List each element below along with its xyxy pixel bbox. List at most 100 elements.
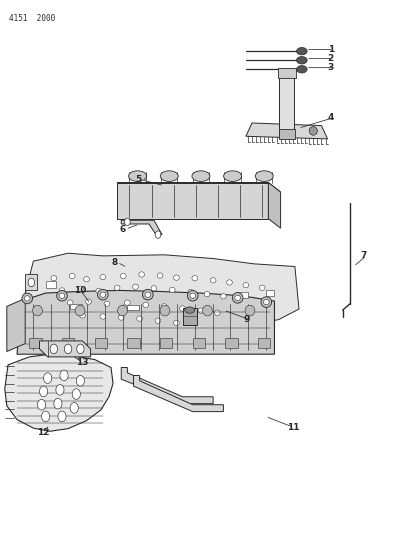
Ellipse shape (191, 171, 209, 181)
Ellipse shape (43, 373, 52, 383)
Ellipse shape (223, 171, 241, 181)
Ellipse shape (137, 316, 142, 321)
Text: 11: 11 (286, 423, 299, 432)
Ellipse shape (75, 305, 85, 316)
Ellipse shape (296, 47, 306, 55)
Ellipse shape (210, 278, 216, 283)
Polygon shape (121, 368, 213, 403)
Ellipse shape (220, 294, 226, 299)
Bar (127, 338, 139, 348)
Text: 9: 9 (243, 315, 249, 324)
Bar (127, 305, 139, 310)
Ellipse shape (24, 296, 30, 301)
Ellipse shape (261, 297, 271, 308)
Ellipse shape (155, 231, 160, 238)
Ellipse shape (56, 290, 67, 301)
Ellipse shape (100, 292, 106, 297)
Ellipse shape (96, 288, 101, 294)
Bar (277, 68, 295, 78)
Ellipse shape (79, 313, 85, 318)
Ellipse shape (124, 300, 130, 305)
Ellipse shape (118, 315, 124, 320)
Ellipse shape (144, 292, 150, 297)
Ellipse shape (28, 278, 34, 287)
Ellipse shape (76, 344, 84, 354)
Text: 4151  2000: 4151 2000 (9, 14, 55, 23)
Ellipse shape (139, 272, 144, 277)
Ellipse shape (173, 275, 179, 280)
Bar (25, 274, 37, 290)
Ellipse shape (187, 290, 198, 301)
Ellipse shape (64, 344, 72, 354)
Ellipse shape (259, 285, 265, 290)
Ellipse shape (198, 308, 203, 313)
Ellipse shape (120, 273, 126, 279)
Text: 3: 3 (327, 63, 333, 72)
Text: 8: 8 (111, 258, 117, 266)
Ellipse shape (58, 411, 66, 422)
Text: 7: 7 (360, 252, 366, 260)
Ellipse shape (202, 305, 212, 316)
Text: 10: 10 (74, 286, 86, 295)
Ellipse shape (255, 171, 272, 181)
Ellipse shape (114, 285, 120, 290)
Ellipse shape (263, 300, 268, 305)
Polygon shape (25, 253, 298, 328)
Ellipse shape (54, 398, 62, 409)
Polygon shape (7, 298, 25, 352)
Bar (237, 292, 247, 298)
Ellipse shape (169, 287, 175, 293)
Ellipse shape (83, 277, 89, 282)
Ellipse shape (67, 300, 73, 305)
Bar (279, 75, 293, 136)
Bar (265, 290, 274, 296)
Bar (45, 281, 56, 288)
Bar (225, 338, 237, 348)
Ellipse shape (296, 66, 306, 73)
Bar (192, 338, 204, 348)
Ellipse shape (214, 310, 220, 316)
Polygon shape (267, 182, 280, 228)
Ellipse shape (37, 399, 45, 410)
Ellipse shape (160, 171, 178, 181)
Ellipse shape (245, 305, 254, 316)
Bar (70, 304, 82, 309)
Ellipse shape (69, 273, 75, 279)
Ellipse shape (70, 402, 78, 413)
Bar (184, 310, 196, 316)
Ellipse shape (296, 56, 306, 64)
Bar (278, 130, 294, 139)
Bar (258, 338, 270, 348)
Text: 6: 6 (119, 225, 125, 234)
Ellipse shape (133, 284, 138, 289)
Ellipse shape (76, 375, 84, 386)
Ellipse shape (173, 320, 179, 326)
Polygon shape (117, 182, 267, 219)
Bar (62, 338, 74, 348)
Ellipse shape (72, 389, 80, 399)
Text: 4: 4 (327, 113, 333, 122)
Ellipse shape (50, 344, 57, 354)
Ellipse shape (59, 288, 65, 293)
Ellipse shape (59, 293, 65, 298)
Ellipse shape (160, 305, 169, 316)
Ellipse shape (236, 296, 242, 301)
Text: 1: 1 (327, 45, 333, 54)
Ellipse shape (60, 370, 68, 381)
Ellipse shape (142, 289, 153, 300)
Polygon shape (133, 375, 223, 411)
Ellipse shape (32, 305, 42, 316)
Ellipse shape (143, 302, 148, 308)
Ellipse shape (85, 299, 91, 304)
Bar (182, 308, 196, 325)
Ellipse shape (157, 273, 162, 278)
Ellipse shape (226, 280, 232, 285)
Bar (160, 338, 172, 348)
Ellipse shape (41, 411, 49, 422)
Ellipse shape (191, 276, 197, 281)
Polygon shape (17, 290, 274, 354)
Text: 13: 13 (76, 358, 89, 367)
Text: 12: 12 (36, 428, 49, 437)
Ellipse shape (117, 305, 127, 316)
Ellipse shape (124, 218, 130, 225)
